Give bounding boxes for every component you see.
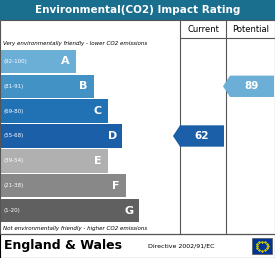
Text: (55-68): (55-68) <box>3 133 23 139</box>
Text: Very environmentally friendly - lower CO2 emissions: Very environmentally friendly - lower CO… <box>3 41 147 46</box>
Bar <box>0 234 275 258</box>
Text: (92-100): (92-100) <box>3 59 27 64</box>
Text: Directive 2002/91/EC: Directive 2002/91/EC <box>148 244 214 248</box>
Bar <box>0 20 275 234</box>
Text: A: A <box>61 57 70 66</box>
Text: Not environmentally friendly - higher CO2 emissions: Not environmentally friendly - higher CO… <box>3 226 147 231</box>
Text: C: C <box>94 106 102 116</box>
Bar <box>0 100 108 123</box>
Text: Current: Current <box>187 25 219 34</box>
Text: England & Wales: England & Wales <box>4 239 122 253</box>
Polygon shape <box>173 125 224 147</box>
Text: (39-54): (39-54) <box>3 158 23 163</box>
Bar <box>0 174 126 197</box>
Bar <box>0 75 94 98</box>
Text: Potential: Potential <box>232 25 269 34</box>
Text: B: B <box>79 81 88 91</box>
Text: (81-91): (81-91) <box>3 84 23 89</box>
Polygon shape <box>223 76 274 97</box>
Text: (69-80): (69-80) <box>3 109 23 114</box>
Text: (1-20): (1-20) <box>3 208 20 213</box>
Text: 89: 89 <box>245 81 259 91</box>
Text: (21-38): (21-38) <box>3 183 23 188</box>
Text: G: G <box>124 206 133 216</box>
Bar <box>0 124 122 148</box>
Bar <box>252 238 272 254</box>
Bar <box>0 0 275 20</box>
Bar <box>0 199 139 222</box>
Bar <box>0 149 108 173</box>
Text: E: E <box>94 156 102 166</box>
Text: D: D <box>108 131 117 141</box>
Text: Environmental(CO2) Impact Rating: Environmental(CO2) Impact Rating <box>35 5 240 15</box>
Text: F: F <box>112 181 120 191</box>
Bar <box>0 50 76 73</box>
Text: 62: 62 <box>195 131 209 141</box>
